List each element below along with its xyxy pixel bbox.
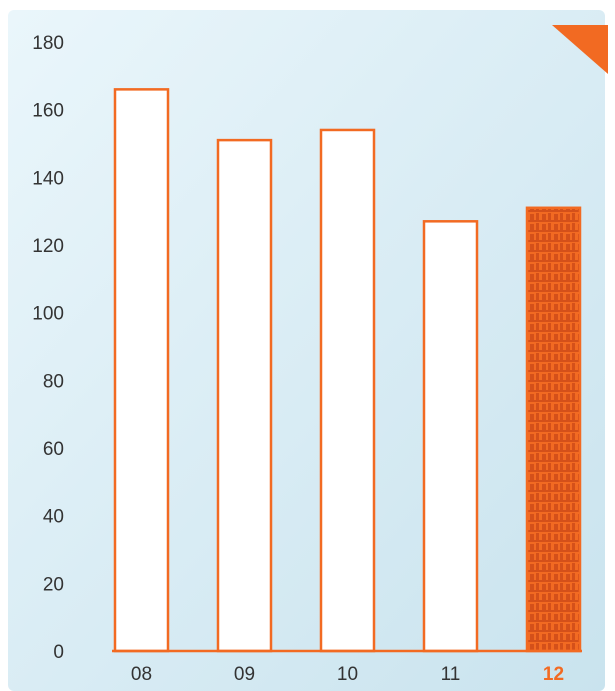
y-tick-label: 180 — [32, 33, 64, 54]
y-tick-label: 80 — [43, 371, 64, 392]
x-tick-label: 11 — [441, 664, 461, 685]
bar-10 — [319, 128, 376, 653]
y-tick-label: 100 — [32, 304, 64, 325]
y-tick-label: 60 — [43, 439, 64, 460]
bars — [113, 88, 582, 653]
bar-12 — [525, 206, 582, 653]
y-tick-label: 20 — [43, 574, 64, 595]
corner-triangle-icon — [552, 25, 608, 74]
y-tick-label: 120 — [32, 236, 64, 257]
y-tick-label: 40 — [43, 507, 64, 528]
y-tick-label: 160 — [32, 101, 64, 122]
y-axis: 0 20 40 60 80 100 120 140 160 180 — [32, 33, 64, 663]
y-tick-label: 0 — [53, 642, 64, 663]
x-tick-label: 08 — [131, 664, 152, 685]
chart-background — [8, 10, 605, 691]
bar-08 — [113, 88, 170, 653]
x-axis: 08 09 10 11 12 — [131, 664, 564, 685]
bar-11 — [422, 220, 479, 653]
y-tick-label: 140 — [32, 168, 64, 189]
x-tick-label: 12 — [543, 664, 564, 685]
x-tick-label: 09 — [234, 664, 255, 685]
x-tick-label: 10 — [337, 664, 358, 685]
bar-09 — [216, 138, 273, 653]
